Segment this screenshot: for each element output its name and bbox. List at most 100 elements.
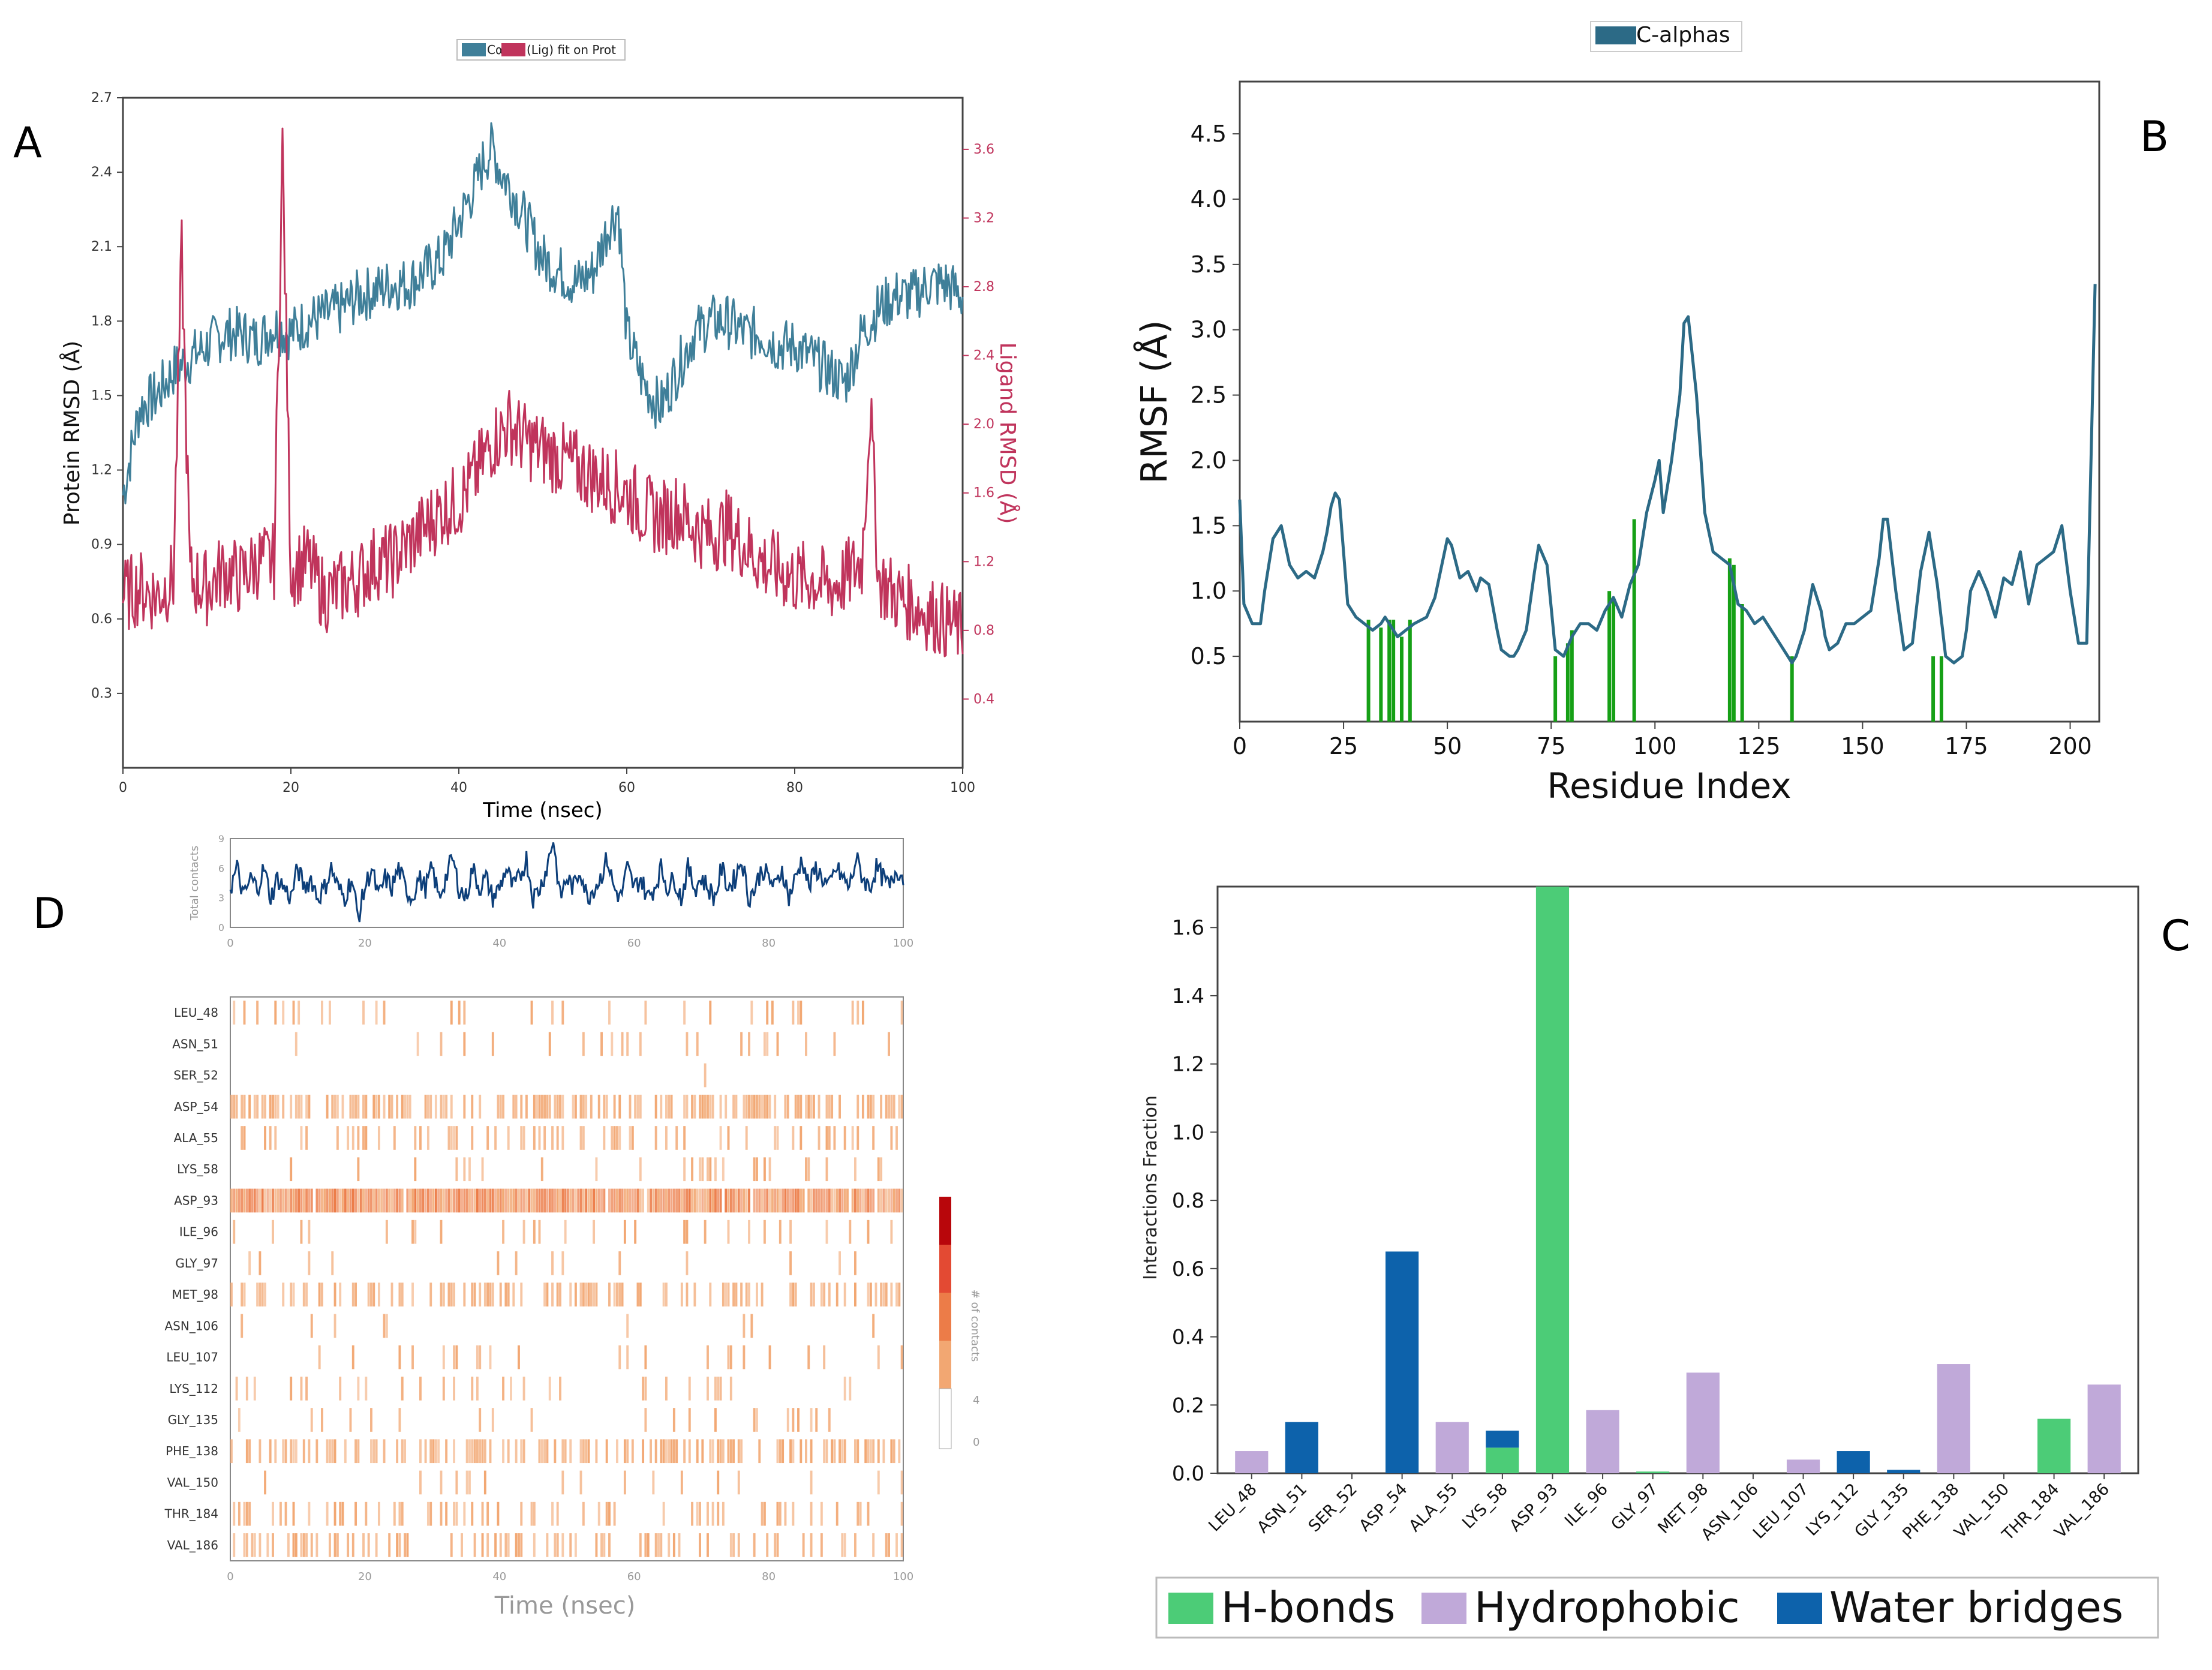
contact-cell: [290, 1188, 293, 1213]
contact-cell: [820, 1282, 823, 1306]
contact-cell: [872, 1314, 875, 1338]
contact-cell: [308, 1501, 311, 1526]
contact-cell: [823, 1345, 826, 1369]
contact-cell: [729, 1439, 732, 1464]
contact-cell: [383, 1314, 386, 1338]
contact-cell: [411, 1220, 414, 1244]
legend-b: C-alphas: [1590, 21, 1742, 52]
contact-cell: [766, 1094, 769, 1119]
contact-cell: [890, 1188, 893, 1213]
contact-cell: [593, 1220, 596, 1244]
contact-cell: [279, 1501, 282, 1526]
contact-cell: [810, 1533, 813, 1557]
contact-cell: [321, 1001, 323, 1025]
contact-cell: [308, 1439, 311, 1464]
contact-cell: [786, 1094, 789, 1119]
contact-cell: [898, 1094, 901, 1119]
contact-cell: [696, 1501, 699, 1526]
y-tick-label: 1.5: [91, 388, 112, 403]
contact-cell: [802, 1533, 805, 1557]
contact-cell: [248, 1251, 251, 1275]
x-tick-label: ILE_96: [1561, 1480, 1612, 1530]
contact-cell: [429, 1501, 432, 1526]
contact-cell: [805, 1439, 807, 1464]
contact-cell: [882, 1282, 885, 1306]
contact-cell: [238, 1188, 241, 1213]
contact-cell: [898, 1282, 901, 1306]
x-tick-label: 200: [2048, 733, 2092, 759]
contact-cell: [831, 1094, 834, 1119]
y-tick-label: 2.7: [91, 91, 112, 106]
contact-cell: [888, 1032, 890, 1056]
contact-cell: [479, 1188, 482, 1213]
contact-cell: [429, 1439, 432, 1464]
contact-cell: [608, 1501, 611, 1526]
contact-cell: [660, 1094, 663, 1119]
contact-cell: [727, 1439, 730, 1464]
contact-cell: [401, 1439, 404, 1464]
contact-cell: [390, 1188, 393, 1213]
contact-cell: [572, 1094, 575, 1119]
contact-cell: [287, 1533, 290, 1557]
contact-cell: [447, 1188, 450, 1213]
contact-cell: [401, 1501, 404, 1526]
contact-cell: [771, 1001, 774, 1025]
y-tick-label: 9: [218, 833, 224, 845]
contact-cell: [851, 1126, 854, 1150]
contact-cell: [753, 1157, 756, 1182]
contact-cell: [354, 1501, 357, 1526]
contact-cell: [709, 1188, 712, 1213]
contact-cell: [559, 1282, 561, 1306]
y-tick-label: 1.8: [91, 314, 112, 329]
contact-cell: [590, 1282, 593, 1306]
y-tick-label: 2.5: [1191, 382, 1227, 409]
contact-cell: [308, 1188, 311, 1213]
contact-cell: [647, 1188, 650, 1213]
contact-cell: [282, 1001, 285, 1025]
x-tick-label: 100: [950, 780, 975, 795]
colorbar-step-3: [939, 1245, 951, 1293]
contact-cell: [574, 1533, 577, 1557]
contact-cell: [898, 1188, 901, 1213]
contact-cell: [414, 1126, 417, 1150]
contact-cell: [398, 1408, 401, 1432]
contact-cell: [528, 1188, 531, 1213]
contact-cell: [766, 1188, 769, 1213]
contact-cell: [618, 1188, 621, 1213]
contact-cell: [455, 1470, 458, 1495]
contact-cell: [455, 1501, 458, 1526]
contact-cell: [321, 1282, 323, 1306]
contact-cell: [426, 1126, 429, 1150]
contact-cell: [854, 1282, 856, 1306]
contact-cell: [447, 1126, 450, 1150]
contact-cell: [344, 1188, 347, 1213]
contact-cell: [396, 1439, 399, 1464]
contact-cell: [245, 1439, 248, 1464]
contact-cell: [792, 1501, 795, 1526]
contact-cell: [502, 1376, 504, 1401]
contact-cell: [748, 1188, 750, 1213]
contact-cell: [867, 1094, 870, 1119]
contact-cell: [499, 1533, 502, 1557]
contact-cell: [520, 1501, 523, 1526]
contact-cell: [266, 1533, 269, 1557]
y-tick-label: 0.9: [91, 537, 112, 552]
contact-cell: [256, 1001, 259, 1025]
contact-cell: [797, 1408, 800, 1432]
contact-cell: [709, 1094, 712, 1119]
row-label: LEU_48: [174, 1005, 218, 1020]
contact-cell: [732, 1282, 735, 1306]
x-tick-label: 20: [358, 1570, 372, 1583]
contact-cell: [491, 1188, 494, 1213]
bar-hydrophobic: [2087, 1384, 2121, 1473]
contact-cell: [867, 1282, 870, 1306]
contact-cell: [756, 1408, 758, 1432]
contact-cell: [626, 1439, 629, 1464]
x-tick-label: ALA_55: [1405, 1480, 1461, 1536]
contact-cell: [502, 1220, 504, 1244]
contact-cell: [779, 1501, 782, 1526]
contact-cell: [333, 1282, 336, 1306]
contact-cell: [398, 1282, 401, 1306]
contact-cell: [248, 1501, 251, 1526]
